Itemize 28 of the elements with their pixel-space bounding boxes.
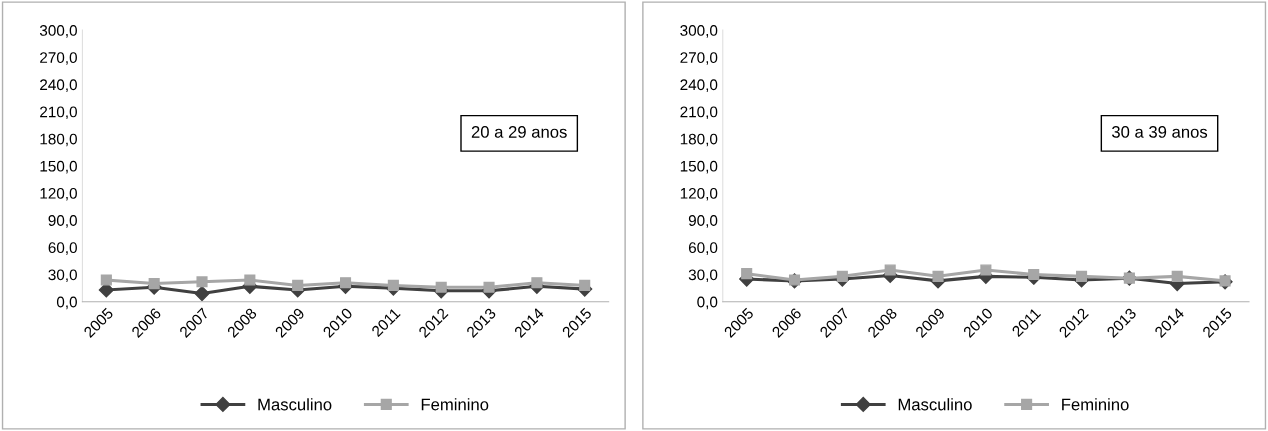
y-tick-label: 30,0 <box>48 269 77 283</box>
y-tick-label: 270,0 <box>40 52 77 65</box>
annotation: 20 a 29 anos <box>471 126 567 138</box>
annotation: 30 a 39 anos <box>1111 126 1208 138</box>
y-tick-label: 210,0 <box>680 106 718 120</box>
y-tick-label: 210,0 <box>40 106 77 120</box>
legend-label: Feminino <box>1062 398 1129 411</box>
legend-label: Masculino <box>258 398 332 411</box>
y-tick-label: 60,0 <box>688 242 718 255</box>
y-tick-label: 150,0 <box>680 160 718 174</box>
y-tick-label: 180,0 <box>40 133 77 147</box>
y-tick-label: 300,0 <box>39 25 77 38</box>
y-tick-label: 240,0 <box>40 79 77 92</box>
y-tick-label: 60,0 <box>48 242 77 255</box>
y-tick-label: 0,0 <box>697 296 718 310</box>
y-tick-label: 120,0 <box>40 187 77 201</box>
y-tick-label: 30,0 <box>688 269 718 283</box>
y-tick-label: 90,0 <box>688 215 718 228</box>
y-tick-label: 90,0 <box>48 215 77 228</box>
y-tick-label: 180,0 <box>680 133 718 147</box>
legend-label: Feminino <box>421 398 489 411</box>
legend-label: Masculino <box>898 398 972 411</box>
y-tick-label: 120,0 <box>680 187 718 201</box>
y-tick-label: 270,0 <box>680 52 718 65</box>
y-tick-label: 0,0 <box>56 296 77 310</box>
y-tick-label: 150,0 <box>40 160 77 174</box>
y-tick-label: 240,0 <box>680 79 718 92</box>
y-tick-label: 300,0 <box>680 25 718 38</box>
